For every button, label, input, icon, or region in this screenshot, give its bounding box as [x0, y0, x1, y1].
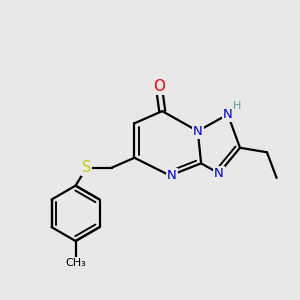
Text: O: O [153, 79, 165, 94]
Text: N: N [214, 167, 224, 180]
Text: S: S [82, 160, 91, 175]
Text: N: N [223, 108, 233, 121]
Text: N: N [193, 124, 203, 138]
Text: CH₃: CH₃ [65, 258, 86, 268]
Text: H: H [233, 101, 241, 111]
Text: N: N [167, 169, 176, 182]
